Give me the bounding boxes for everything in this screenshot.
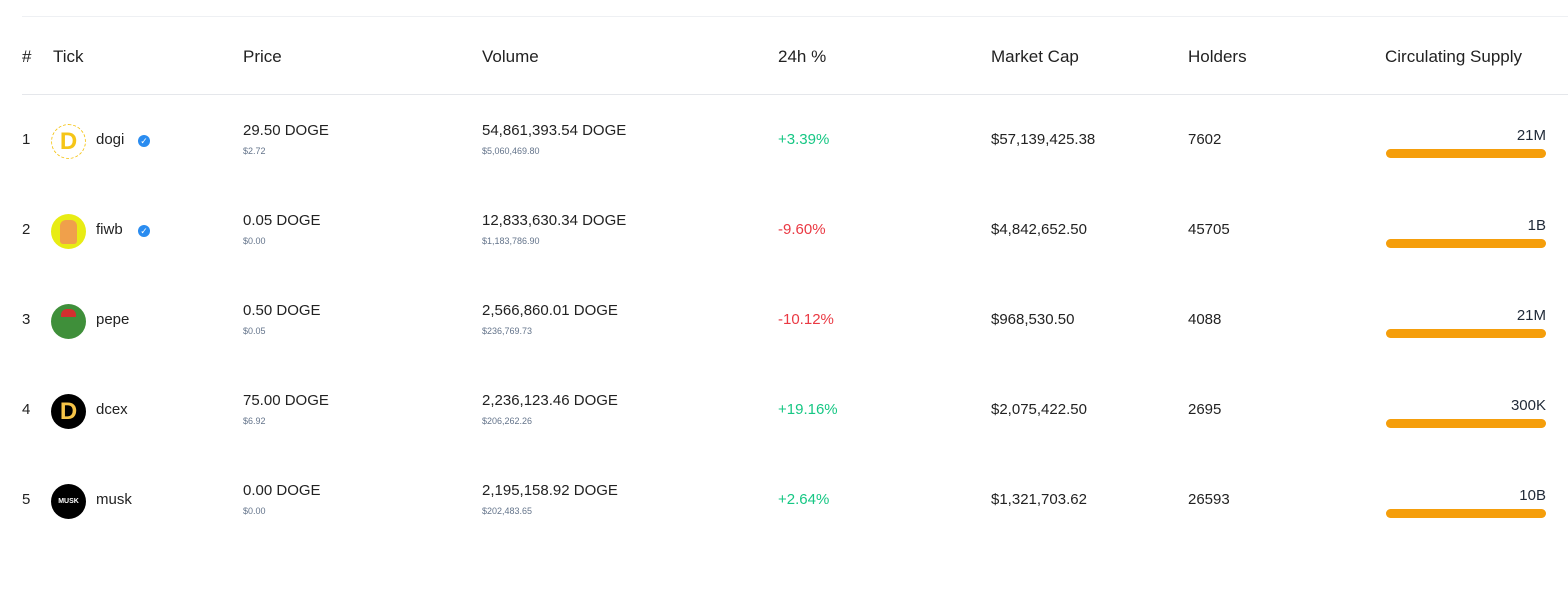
- supply-progress-bar: [1386, 509, 1546, 518]
- header-circulating-supply[interactable]: Circulating Supply: [1385, 47, 1523, 66]
- musk-logo-icon: MUSK: [51, 484, 86, 519]
- table-row[interactable]: 3 pepe 0.50 DOGE $0.05 2,566,860.01 DOGE…: [0, 302, 1568, 411]
- market-cap: $1,321,703.62: [991, 491, 1087, 508]
- supply-progress-bar: [1386, 419, 1546, 428]
- change-24h: +19.16%: [778, 401, 838, 418]
- change-24h: +2.64%: [778, 491, 830, 508]
- price: 0.50 DOGE: [243, 302, 321, 319]
- holders: 2695: [1188, 401, 1222, 418]
- header-market-cap[interactable]: Market Cap: [991, 47, 1079, 66]
- market-cap: $57,139,425.38: [991, 131, 1096, 148]
- rank: 4: [22, 401, 31, 418]
- verified-badge-icon: ✓: [138, 135, 150, 147]
- price-usd: $0.05: [243, 326, 266, 336]
- dcex-logo-icon: D: [51, 394, 86, 429]
- supply-progress-bar: [1386, 239, 1546, 248]
- supply-progress-bar: [1386, 149, 1546, 158]
- pepe-frog-icon: [51, 304, 86, 339]
- price-usd: $2.72: [243, 146, 266, 156]
- volume-usd: $202,483.65: [482, 506, 533, 516]
- tick-name[interactable]: fiwb: [96, 221, 123, 238]
- header-holders[interactable]: Holders: [1188, 47, 1247, 66]
- header-24h-change[interactable]: 24h %: [778, 47, 827, 66]
- header-volume[interactable]: Volume: [482, 47, 539, 66]
- header-rank[interactable]: #: [22, 47, 32, 66]
- fiwb-dog-icon: [51, 214, 86, 249]
- tick-name[interactable]: dogi: [96, 131, 125, 148]
- market-cap: $4,842,652.50: [991, 221, 1087, 238]
- volume-usd: $206,262.26: [482, 416, 533, 426]
- rank: 3: [22, 311, 31, 328]
- verified-badge-icon: ✓: [138, 225, 150, 237]
- holders: 26593: [1188, 491, 1230, 508]
- market-cap: $968,530.50: [991, 311, 1075, 328]
- circulating-supply: 300K: [1510, 397, 1546, 414]
- tick-name[interactable]: pepe: [96, 311, 130, 328]
- circulating-supply: 21M: [1516, 307, 1546, 324]
- price: 0.05 DOGE: [243, 212, 321, 229]
- market-cap: $2,075,422.50: [991, 401, 1087, 418]
- volume: 54,861,393.54 DOGE: [482, 122, 627, 139]
- header-price[interactable]: Price: [243, 47, 282, 66]
- volume-usd: $1,183,786.90: [482, 236, 540, 246]
- volume-usd: $236,769.73: [482, 326, 533, 336]
- volume: 12,833,630.34 DOGE: [482, 212, 627, 229]
- table-row[interactable]: 1 D dogi ✓ 29.50 DOGE $2.72 54,861,393.5…: [0, 122, 1568, 231]
- change-24h: +3.39%: [778, 131, 830, 148]
- table-header: # Tick Price Volume 24h % Market Cap Hol…: [0, 17, 1568, 95]
- dogi-logo-icon: D: [51, 124, 86, 159]
- volume-usd: $5,060,469.80: [482, 146, 540, 156]
- volume: 2,566,860.01 DOGE: [482, 302, 618, 319]
- change-24h: -9.60%: [778, 221, 826, 238]
- tick-name[interactable]: musk: [96, 491, 132, 508]
- rank: 5: [22, 491, 31, 508]
- price: 75.00 DOGE: [243, 392, 329, 409]
- price-usd: $0.00: [243, 506, 266, 516]
- rank: 2: [22, 221, 31, 238]
- rank: 1: [22, 131, 31, 148]
- price: 29.50 DOGE: [243, 122, 329, 139]
- holders: 45705: [1188, 221, 1230, 238]
- header-tick[interactable]: Tick: [53, 47, 84, 66]
- price-usd: $0.00: [243, 236, 266, 246]
- volume: 2,195,158.92 DOGE: [482, 482, 618, 499]
- price-usd: $6.92: [243, 416, 266, 426]
- circulating-supply: 10B: [1519, 487, 1546, 504]
- tick-name[interactable]: dcex: [96, 401, 128, 418]
- price: 0.00 DOGE: [243, 482, 321, 499]
- change-24h: -10.12%: [778, 311, 834, 328]
- table-row[interactable]: 2 fiwb ✓ 0.05 DOGE $0.00 12,833,630.34 D…: [0, 212, 1568, 321]
- holders: 4088: [1188, 311, 1222, 328]
- divider: [22, 16, 1568, 17]
- circulating-supply: 21M: [1516, 127, 1546, 144]
- circulating-supply: 1B: [1527, 217, 1546, 234]
- volume: 2,236,123.46 DOGE: [482, 392, 618, 409]
- table-row[interactable]: 4 D dcex 75.00 DOGE $6.92 2,236,123.46 D…: [0, 392, 1568, 501]
- supply-progress-bar: [1386, 329, 1546, 338]
- table-row[interactable]: 5 MUSK musk 0.00 DOGE $0.00 2,195,158.92…: [0, 482, 1568, 591]
- holders: 7602: [1188, 131, 1222, 148]
